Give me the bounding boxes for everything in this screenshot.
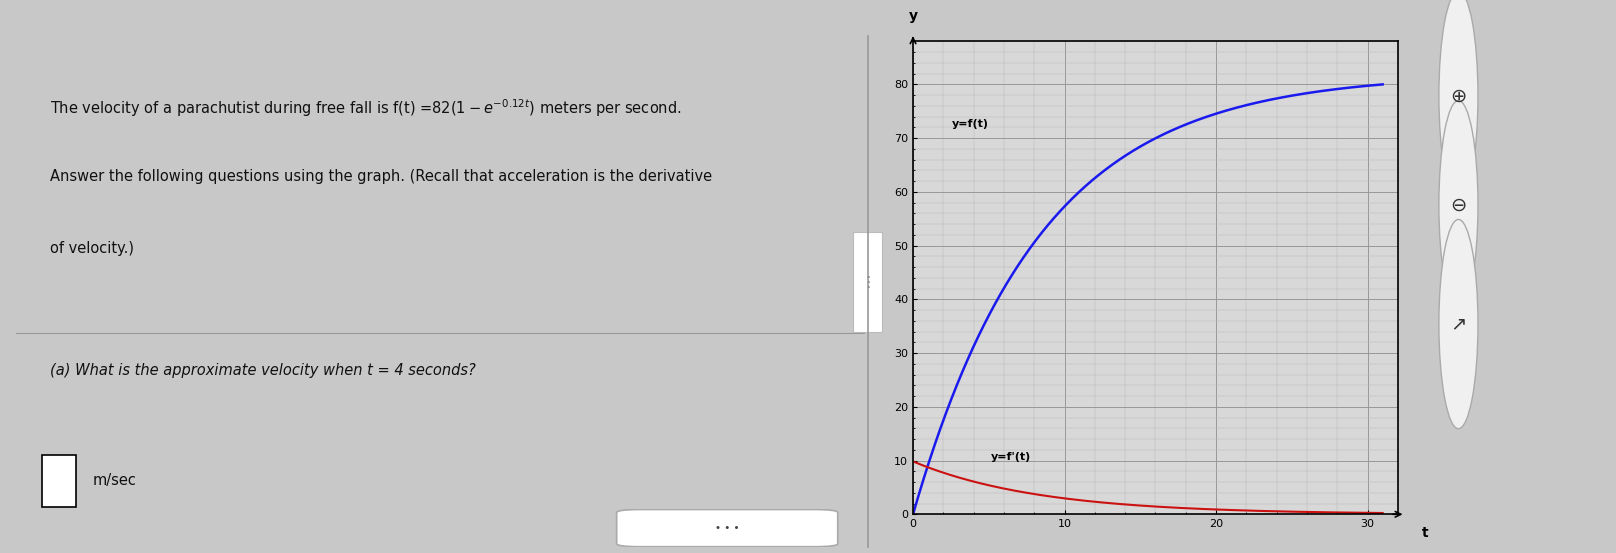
FancyBboxPatch shape bbox=[852, 227, 884, 337]
Text: Answer the following questions using the graph. (Recall that acceleration is the: Answer the following questions using the… bbox=[50, 169, 713, 184]
Text: t: t bbox=[1422, 526, 1429, 540]
Text: y: y bbox=[908, 8, 918, 23]
Circle shape bbox=[1438, 0, 1479, 200]
Text: ⊕: ⊕ bbox=[1450, 86, 1467, 105]
Text: of velocity.): of velocity.) bbox=[50, 241, 134, 255]
Text: ↗: ↗ bbox=[1450, 315, 1467, 333]
Text: (a) What is the approximate velocity when t = 4 seconds?: (a) What is the approximate velocity whe… bbox=[50, 363, 475, 378]
Text: ⋮: ⋮ bbox=[860, 274, 876, 290]
Circle shape bbox=[1438, 101, 1479, 310]
Text: y=f'(t): y=f'(t) bbox=[991, 452, 1031, 462]
FancyBboxPatch shape bbox=[42, 456, 76, 507]
Text: y=f(t): y=f(t) bbox=[952, 118, 989, 129]
Text: • • •: • • • bbox=[714, 523, 740, 533]
FancyBboxPatch shape bbox=[617, 509, 837, 547]
Text: ⊖: ⊖ bbox=[1450, 196, 1467, 215]
Text: The velocity of a parachutist during free fall is f(t) =82$(1-e^{-0.12t})$ meter: The velocity of a parachutist during fre… bbox=[50, 97, 682, 119]
Circle shape bbox=[1438, 220, 1479, 429]
Text: m/sec: m/sec bbox=[92, 473, 136, 488]
